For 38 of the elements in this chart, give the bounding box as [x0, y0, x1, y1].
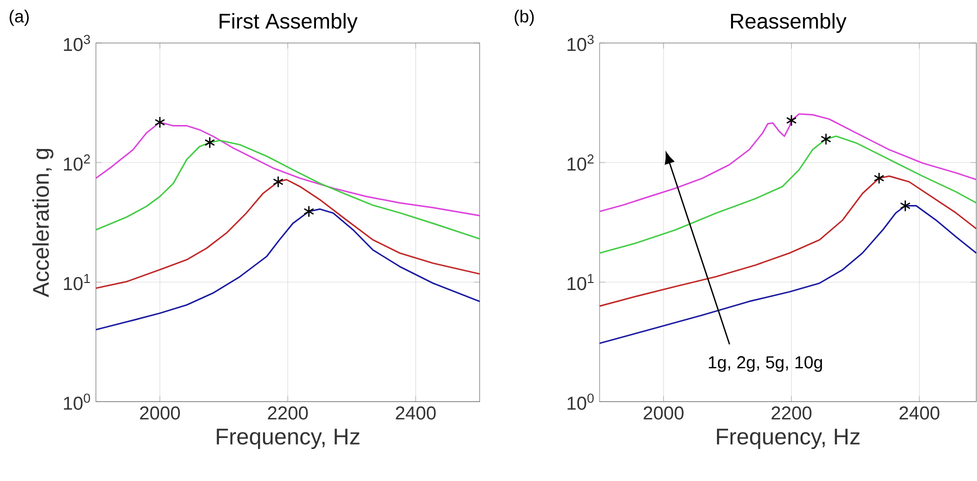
point [204, 136, 216, 149]
x-tick-label: 2200 [772, 406, 812, 420]
line-series [95, 122, 480, 217]
y-tick-label: 10$^{3}$ [64, 35, 90, 52]
text: (b) [514, 10, 534, 26]
x-axis-title: Frequency, Hz [216, 428, 360, 450]
y-tick-label: 10$^{2}$ [568, 154, 594, 171]
x-tick-label: 2400 [396, 406, 436, 420]
point [304, 206, 314, 218]
y-tick-label: 10$^{0}$ [568, 394, 594, 410]
line-series [95, 179, 480, 290]
line-series [598, 176, 977, 308]
y-tick-label: 10$^{3}$ [568, 35, 594, 52]
line-series [598, 136, 977, 254]
chart-title: Reassembly [731, 13, 847, 34]
line-series [598, 205, 977, 344]
x-tick-label: 2400 [900, 406, 940, 420]
point [900, 200, 911, 212]
point [786, 114, 797, 127]
y-tick-label: 10$^{1}$ [64, 274, 90, 290]
line-series [598, 113, 977, 212]
x-tick-label: 2000 [140, 406, 180, 420]
y-tick-label: 10$^{0}$ [64, 394, 90, 410]
point [820, 133, 832, 146]
text: (a) [10, 10, 29, 26]
chart-title: First Assembly [220, 13, 358, 34]
line-series [95, 140, 480, 240]
point [874, 172, 884, 184]
y-axis-title: Acceleration, g [32, 149, 54, 298]
y-tick-label: 10$^{1}$ [568, 274, 594, 290]
x-tick-label: 2200 [268, 406, 308, 420]
point [272, 176, 284, 188]
annotation: 1g, 2g, 5g, 10g [708, 356, 822, 372]
x-tick-label: 2000 [644, 406, 684, 420]
x-axis-title: Frequency, Hz [716, 428, 860, 450]
point [154, 116, 166, 128]
y-tick-label: 10$^{2}$ [64, 154, 90, 171]
line-series [95, 208, 480, 331]
